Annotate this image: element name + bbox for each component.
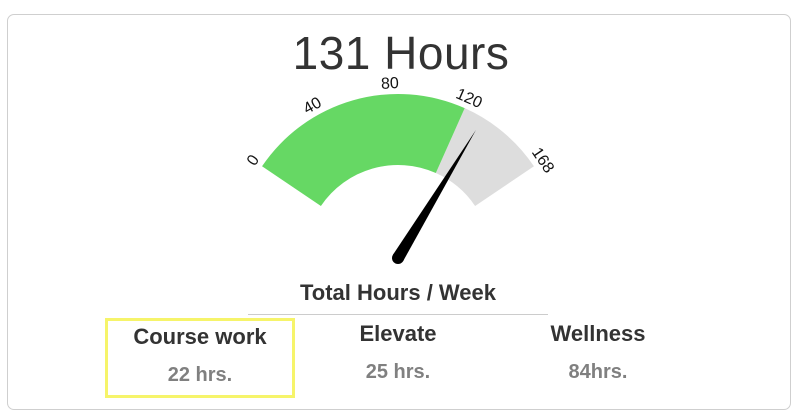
stat-value: 84hrs. [568, 361, 628, 383]
stat-wellness[interactable]: Wellness 84hrs. [503, 321, 693, 384]
total-hours-title: 131 Hours [292, 27, 510, 79]
gauge-tick-label: 40 [301, 94, 325, 118]
gauge-needle [392, 129, 477, 262]
stat-course-work[interactable]: Course work 22 hrs. [105, 318, 295, 398]
dashboard-card [7, 14, 791, 410]
stat-value: 25 hrs. [365, 361, 431, 383]
stat-label: Wellness [550, 321, 646, 346]
stat-elevate[interactable]: Elevate 25 hrs. [303, 321, 493, 384]
gauge-needle-hub [392, 252, 404, 264]
gauge-tick-label: 168 [528, 145, 557, 177]
gauge-remaining-band [435, 108, 534, 206]
stat-value: 22 hrs. [167, 364, 233, 386]
gauge-filled-band [262, 93, 465, 206]
stat-label: Elevate [359, 321, 437, 346]
gauge-tick-label: 80 [381, 75, 400, 93]
stat-label: Course work [133, 324, 267, 349]
gauge-label: Total Hours / Week [299, 280, 496, 305]
gauge-divider [248, 314, 548, 315]
gauge-tick-label: 0 [244, 152, 263, 169]
